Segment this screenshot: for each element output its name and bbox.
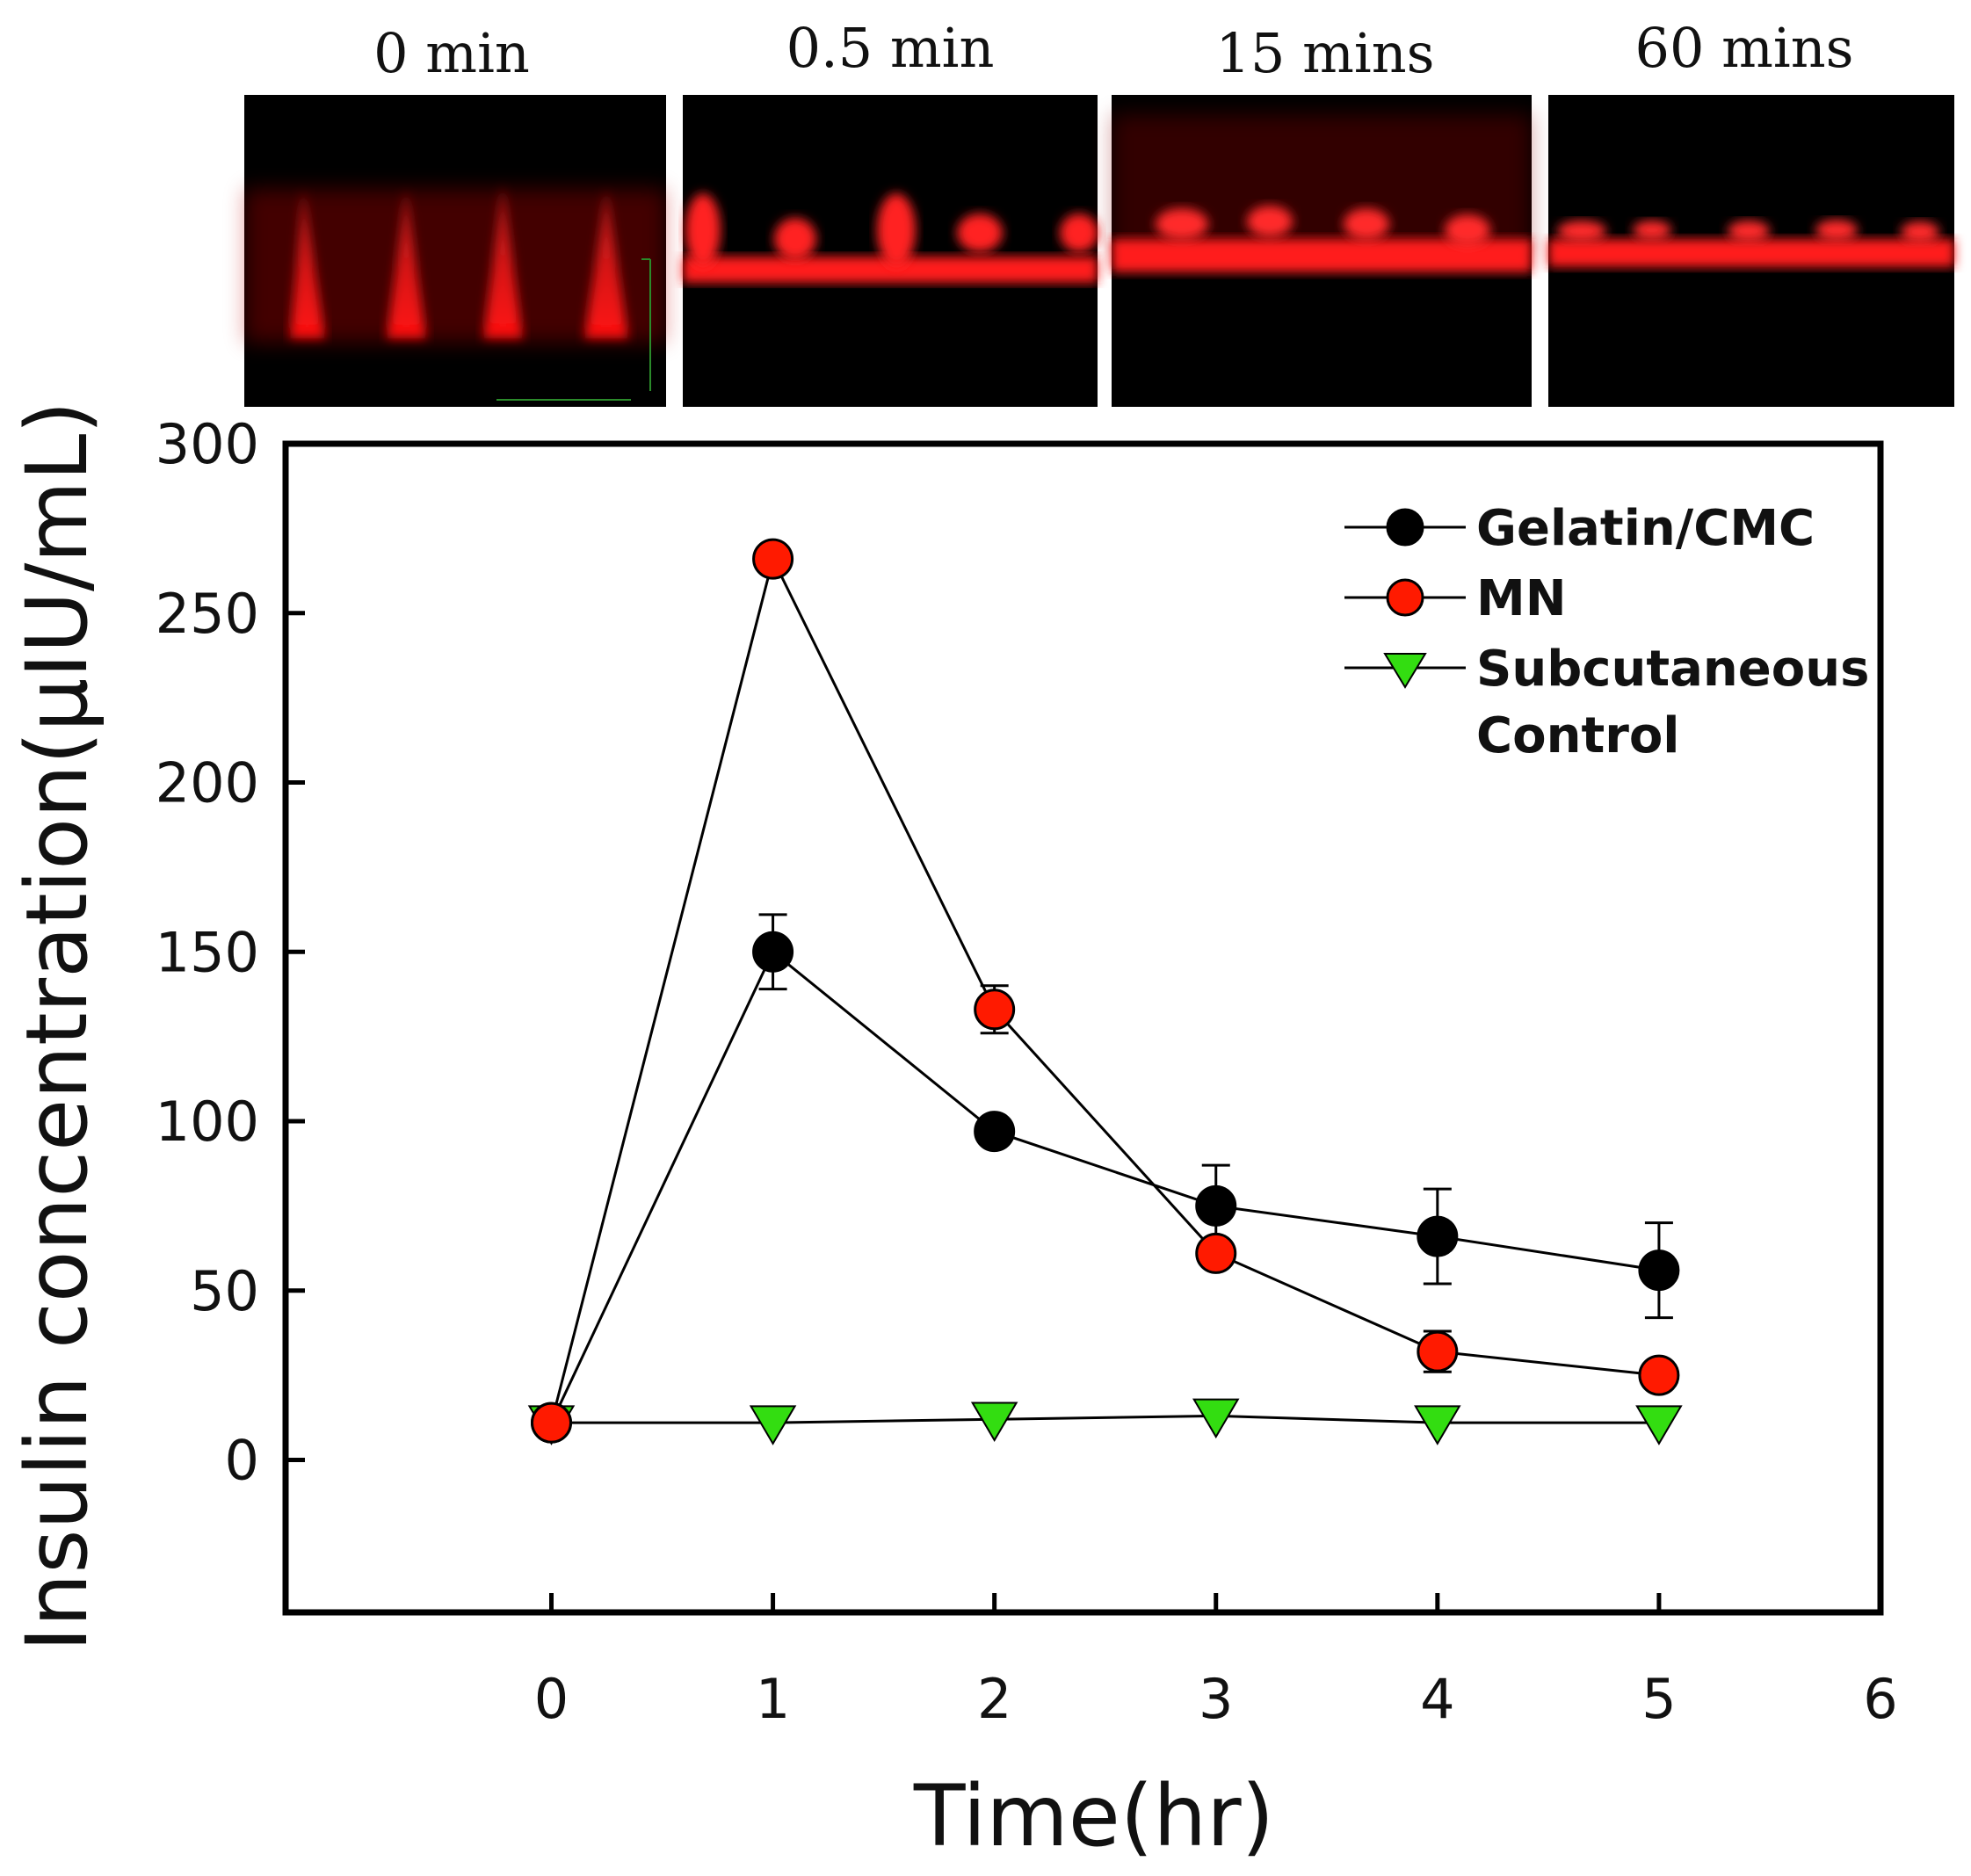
legend-marker-mn [1386, 578, 1424, 617]
legend-label-control-line1: Subcutaneous [1476, 641, 1869, 698]
y-tick-label-150: 150 [156, 920, 259, 984]
panel-label-15mins: 15 mins [1216, 21, 1435, 85]
data-point-mn-1 [752, 538, 794, 580]
legend-marker-control [1383, 653, 1427, 689]
panel-label-0min: 0 min [373, 21, 530, 85]
data-point-mn-2 [974, 989, 1016, 1031]
data-point-gelatin-cmc-2 [974, 1111, 1016, 1153]
data-point-gelatin-cmc-3 [1195, 1184, 1237, 1227]
series-mn [531, 538, 1680, 1444]
data-point-mn-5 [1638, 1354, 1680, 1396]
y-tick-label-100: 100 [156, 1090, 259, 1154]
series-line-mn [550, 554, 1660, 1423]
x-tick-label-1: 1 [756, 1667, 790, 1731]
legend-marker-gelatin [1386, 508, 1424, 547]
micrograph-15mins [1112, 95, 1532, 407]
legend: Gelatin/CMC MN Subcutaneous Control [1344, 500, 1869, 764]
legend-label-gelatin: Gelatin/CMC [1476, 500, 1815, 557]
x-tick-label-3: 3 [1199, 1667, 1233, 1731]
legend-label-mn: MN [1476, 570, 1567, 627]
x-tick-label-0: 0 [534, 1667, 569, 1731]
data-point-gelatin-cmc-4 [1417, 1215, 1459, 1257]
y-axis-title: Insulin concentration(µIU/mL) [8, 401, 106, 1652]
data-point-subcutaneous-control-4 [1414, 1405, 1461, 1445]
x-tick-label-5: 5 [1641, 1667, 1676, 1731]
micrograph-60mins [1548, 95, 1954, 407]
x-tick-label-2: 2 [977, 1667, 1011, 1731]
data-point-subcutaneous-control-3 [1192, 1398, 1240, 1439]
panel-label-60mins: 60 mins [1635, 16, 1854, 80]
y-axis: 0 50 100 150 200 250 300 [156, 412, 305, 1493]
x-axis: 0 1 2 3 4 5 6 [534, 1593, 1898, 1731]
y-tick-label-200: 200 [156, 751, 259, 815]
y-tick-label-50: 50 [190, 1259, 259, 1323]
y-tick-label-0: 0 [225, 1429, 259, 1493]
series-line-gelatin-cmc [550, 949, 1660, 1423]
micrograph-0-5min [683, 95, 1098, 407]
data-point-gelatin-cmc-1 [752, 931, 794, 973]
panel-label-0-5min: 0.5 min [786, 16, 995, 80]
x-tick-label-4: 4 [1420, 1667, 1454, 1731]
series-subcutaneous-control [527, 1398, 1683, 1445]
data-point-subcutaneous-control-1 [749, 1405, 797, 1445]
series-gelatin-cmc [531, 913, 1680, 1444]
legend-label-control-line2: Control [1476, 707, 1680, 764]
plot-frame [282, 440, 1884, 1616]
micrograph-0min [244, 95, 666, 407]
data-point-mn-3 [1195, 1232, 1237, 1274]
x-axis-title: Time(hr) [913, 1767, 1274, 1865]
data-point-mn-0 [531, 1402, 572, 1444]
data-point-mn-4 [1417, 1330, 1459, 1373]
data-point-subcutaneous-control-2 [970, 1402, 1018, 1442]
y-tick-label-300: 300 [156, 412, 259, 476]
series-line-subcutaneous-control [551, 1414, 1659, 1424]
data-point-subcutaneous-control-5 [1635, 1405, 1683, 1445]
data-point-gelatin-cmc-5 [1638, 1249, 1680, 1292]
y-tick-label-250: 250 [156, 582, 259, 646]
x-tick-label-6: 6 [1863, 1667, 1897, 1731]
series-layer [527, 538, 1683, 1445]
